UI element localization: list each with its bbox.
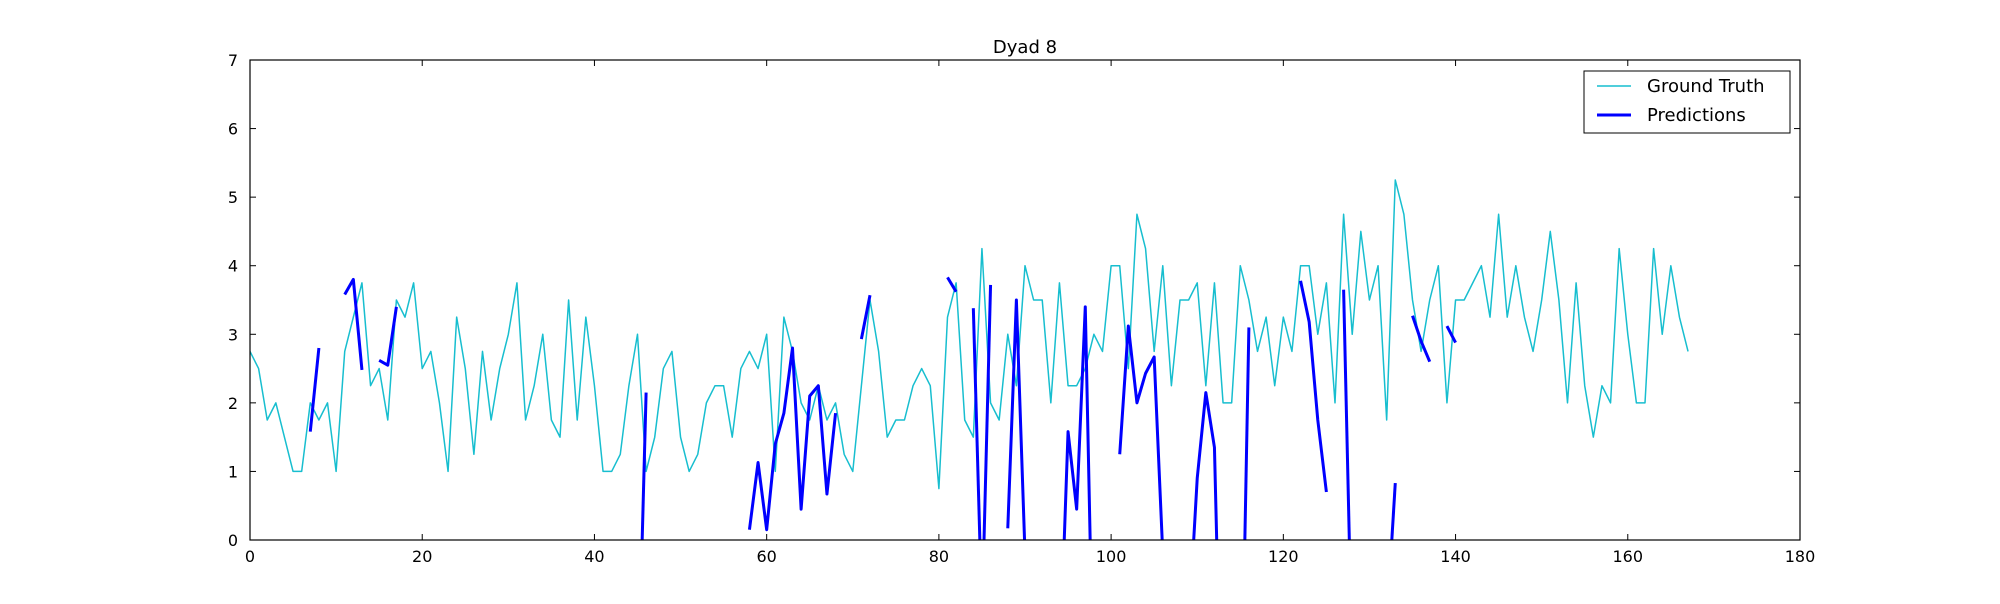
series-line-predictions [343,277,364,371]
series-line-predictions [982,284,993,540]
x-tick-label: 60 [756,547,776,566]
series-line-predictions [747,346,838,532]
x-tick-label: 80 [929,547,949,566]
x-tick-label: 40 [584,547,604,566]
y-tick-label: 7 [228,51,238,70]
y-tick-label: 0 [228,531,238,550]
series-line-predictions [1390,482,1397,540]
series-line-ground-truth [250,179,1689,490]
series-line-predictions [1445,325,1457,344]
chart-title: Dyad 8 [993,37,1057,58]
series-line-predictions [1411,315,1432,363]
y-tick-label: 6 [228,120,238,139]
y-tick-label: 4 [228,257,238,276]
y-tick-label: 2 [228,394,238,413]
x-tick-label: 180 [1785,547,1816,566]
legend-label-predictions: Predictions [1647,105,1746,126]
x-tick-label: 140 [1440,547,1471,566]
series-line-predictions [1243,327,1251,540]
series-line-predictions [859,294,872,340]
series-line-predictions [971,308,982,540]
x-tick-label: 160 [1613,547,1644,566]
series-line-predictions [1342,289,1351,540]
series-line-predictions [640,392,648,540]
y-tick-label: 5 [228,188,238,207]
plot-frame [249,59,1801,541]
series-line-predictions [308,347,321,432]
x-tick-label: 20 [412,547,432,566]
legend-label-ground-truth: Ground Truth [1647,76,1765,97]
series-line-predictions [1118,324,1164,540]
x-tick-label: 100 [1096,547,1127,566]
y-tick-label: 1 [228,462,238,481]
series-line-predictions [1062,305,1092,540]
y-tick-label: 3 [228,325,238,344]
series-line-predictions [946,276,958,293]
series-line-predictions [378,306,398,367]
x-tick-label: 0 [245,547,255,566]
x-tick-label: 120 [1268,547,1299,566]
legend-frame [1583,70,1791,134]
legend: Ground Truth Predictions [1583,70,1791,134]
series-line-predictions [1006,298,1027,540]
series-line-predictions [1192,391,1219,540]
series-line-predictions [1299,280,1328,493]
